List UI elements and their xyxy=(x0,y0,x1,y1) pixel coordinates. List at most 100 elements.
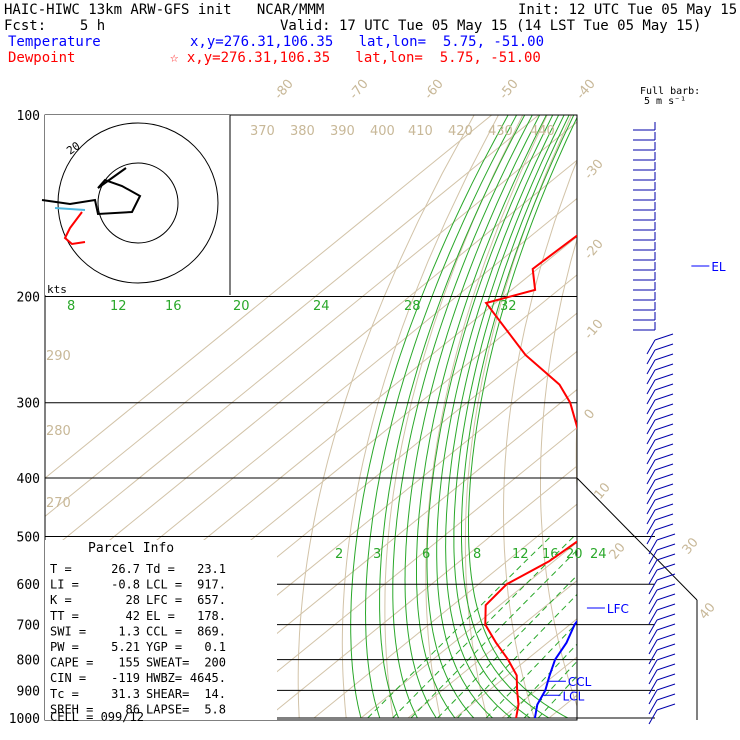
wind-barb xyxy=(648,669,658,685)
wind-barb-flag xyxy=(654,413,674,421)
mixing-ratio-line xyxy=(392,536,575,719)
wind-barb xyxy=(646,389,656,405)
isotherm-line xyxy=(45,121,577,556)
moist-adiabat xyxy=(426,115,554,719)
pressure-label: 200 xyxy=(17,291,40,306)
parcel-label: CAPE = xyxy=(50,656,93,670)
wind-barb xyxy=(646,339,656,355)
parcel-value: -0.8 xyxy=(111,578,140,592)
parcel-label: SHEAR= xyxy=(146,687,189,701)
wind-barb xyxy=(646,439,656,455)
moist-adiabat xyxy=(379,115,526,719)
wind-barb-flag xyxy=(654,513,674,521)
isotherm-label: -30 xyxy=(582,157,607,183)
mixing-ratio-label: 24 xyxy=(313,299,330,314)
wind-barb-flag xyxy=(656,643,676,651)
barb-legend-line2: 5 m s⁻¹ xyxy=(644,96,686,107)
moist-adiabat xyxy=(416,115,547,719)
dry-adiabat xyxy=(645,115,723,718)
parcel-value: 0.1 xyxy=(204,640,226,654)
hodograph-trace xyxy=(41,167,142,216)
dry-adiabat xyxy=(677,115,740,718)
wind-barb xyxy=(646,479,656,495)
wind-barb xyxy=(648,609,658,625)
isotherm-label: 0 xyxy=(582,407,599,423)
wind-barb xyxy=(646,349,656,365)
header-line1-left: HAIC-HIWC 13km ARW-GFS init NCAR/MMM xyxy=(4,2,325,18)
theta-label: 290 xyxy=(46,349,71,364)
parcel-label: EL = xyxy=(146,609,175,623)
isotherm-line xyxy=(548,694,577,719)
wind-barb-flag xyxy=(654,433,674,441)
theta-e-label: 430 xyxy=(488,124,513,139)
hodograph-background xyxy=(45,115,230,295)
dry-adiabat xyxy=(297,115,475,719)
isotherm-line xyxy=(266,465,577,719)
mixing-ratio-label: 24 xyxy=(590,547,607,562)
dewpoint-legend: Dewpoint xyxy=(8,50,76,66)
theta-label: 270 xyxy=(46,496,71,511)
series-temperature xyxy=(533,619,577,719)
isotherm-label: -80 xyxy=(272,77,297,103)
isotherm-label: -60 xyxy=(422,77,447,103)
wind-barb-flag xyxy=(654,443,674,451)
wind-barb-flag xyxy=(654,353,674,361)
dry-adiabat xyxy=(502,159,577,719)
parcel-info-title: Parcel Info xyxy=(88,541,174,556)
hodograph-ring-label: 20 xyxy=(64,139,82,157)
pressure-label: 300 xyxy=(17,397,40,412)
isotherm-line xyxy=(360,541,577,719)
isotherm-label: 20 xyxy=(607,540,629,562)
parcel-label: LAPSE= xyxy=(146,702,189,716)
parcel-label: LI = xyxy=(50,578,79,592)
parcel-label: SWEAT= xyxy=(146,656,189,670)
wind-barb-flag xyxy=(654,453,674,461)
parcel-value: 178. xyxy=(197,609,226,623)
isotherm-line xyxy=(45,159,577,594)
mixing-ratio-line xyxy=(507,643,577,719)
parcel-label: K = xyxy=(50,593,72,607)
wind-barb-flag xyxy=(656,583,676,591)
wind-barb-flag xyxy=(654,463,674,471)
wind-barb xyxy=(648,619,658,635)
isotherm-line xyxy=(219,427,577,719)
hodograph-units: kts xyxy=(47,283,67,296)
wind-barb-flag xyxy=(654,383,674,391)
wind-barb-flag xyxy=(656,563,676,571)
dry-adiabat xyxy=(464,115,572,719)
wind-barb-flag xyxy=(656,673,676,681)
wind-barb-flag xyxy=(654,483,674,491)
wind-barb xyxy=(646,529,656,545)
wind-barb xyxy=(646,489,656,505)
wind-barb xyxy=(648,639,658,655)
wind-barb xyxy=(648,689,658,705)
isotherm-line xyxy=(45,115,540,518)
series-dewpoint xyxy=(484,234,577,719)
mixing-ratio-line xyxy=(437,574,577,719)
parcel-value: 5.21 xyxy=(111,640,140,654)
wind-barb xyxy=(648,649,658,665)
isotherm-line xyxy=(407,579,577,719)
hodograph-trace-surface xyxy=(63,211,86,246)
wind-barb-flag xyxy=(654,393,674,401)
parcel-value: 200 xyxy=(204,656,226,670)
parcel-value: -119 xyxy=(111,671,140,685)
pressure-label: 400 xyxy=(17,472,40,487)
mixing-ratio-label: 8 xyxy=(67,299,75,314)
parcel-label: YGP = xyxy=(146,640,182,654)
wind-barb-flag xyxy=(654,363,674,371)
wind-barb-flag xyxy=(654,493,674,501)
mixing-ratio-label: 32 xyxy=(500,299,517,314)
parcel-value: 28 xyxy=(126,593,140,607)
moist-adiabat xyxy=(453,115,570,719)
mixing-ratio-label: 12 xyxy=(512,547,529,562)
theta-e-label: 420 xyxy=(448,124,473,139)
isotherm-label: -70 xyxy=(347,77,372,103)
wind-barb xyxy=(648,549,658,565)
parcel-value: 4645. xyxy=(190,671,226,685)
mixing-ratio-label: 20 xyxy=(566,547,583,562)
pressure-label: 900 xyxy=(17,684,40,699)
pressure-label: 500 xyxy=(17,530,40,545)
header-line2-left: Fcst: 5 h xyxy=(4,18,106,34)
wind-barb-flag xyxy=(656,653,676,661)
